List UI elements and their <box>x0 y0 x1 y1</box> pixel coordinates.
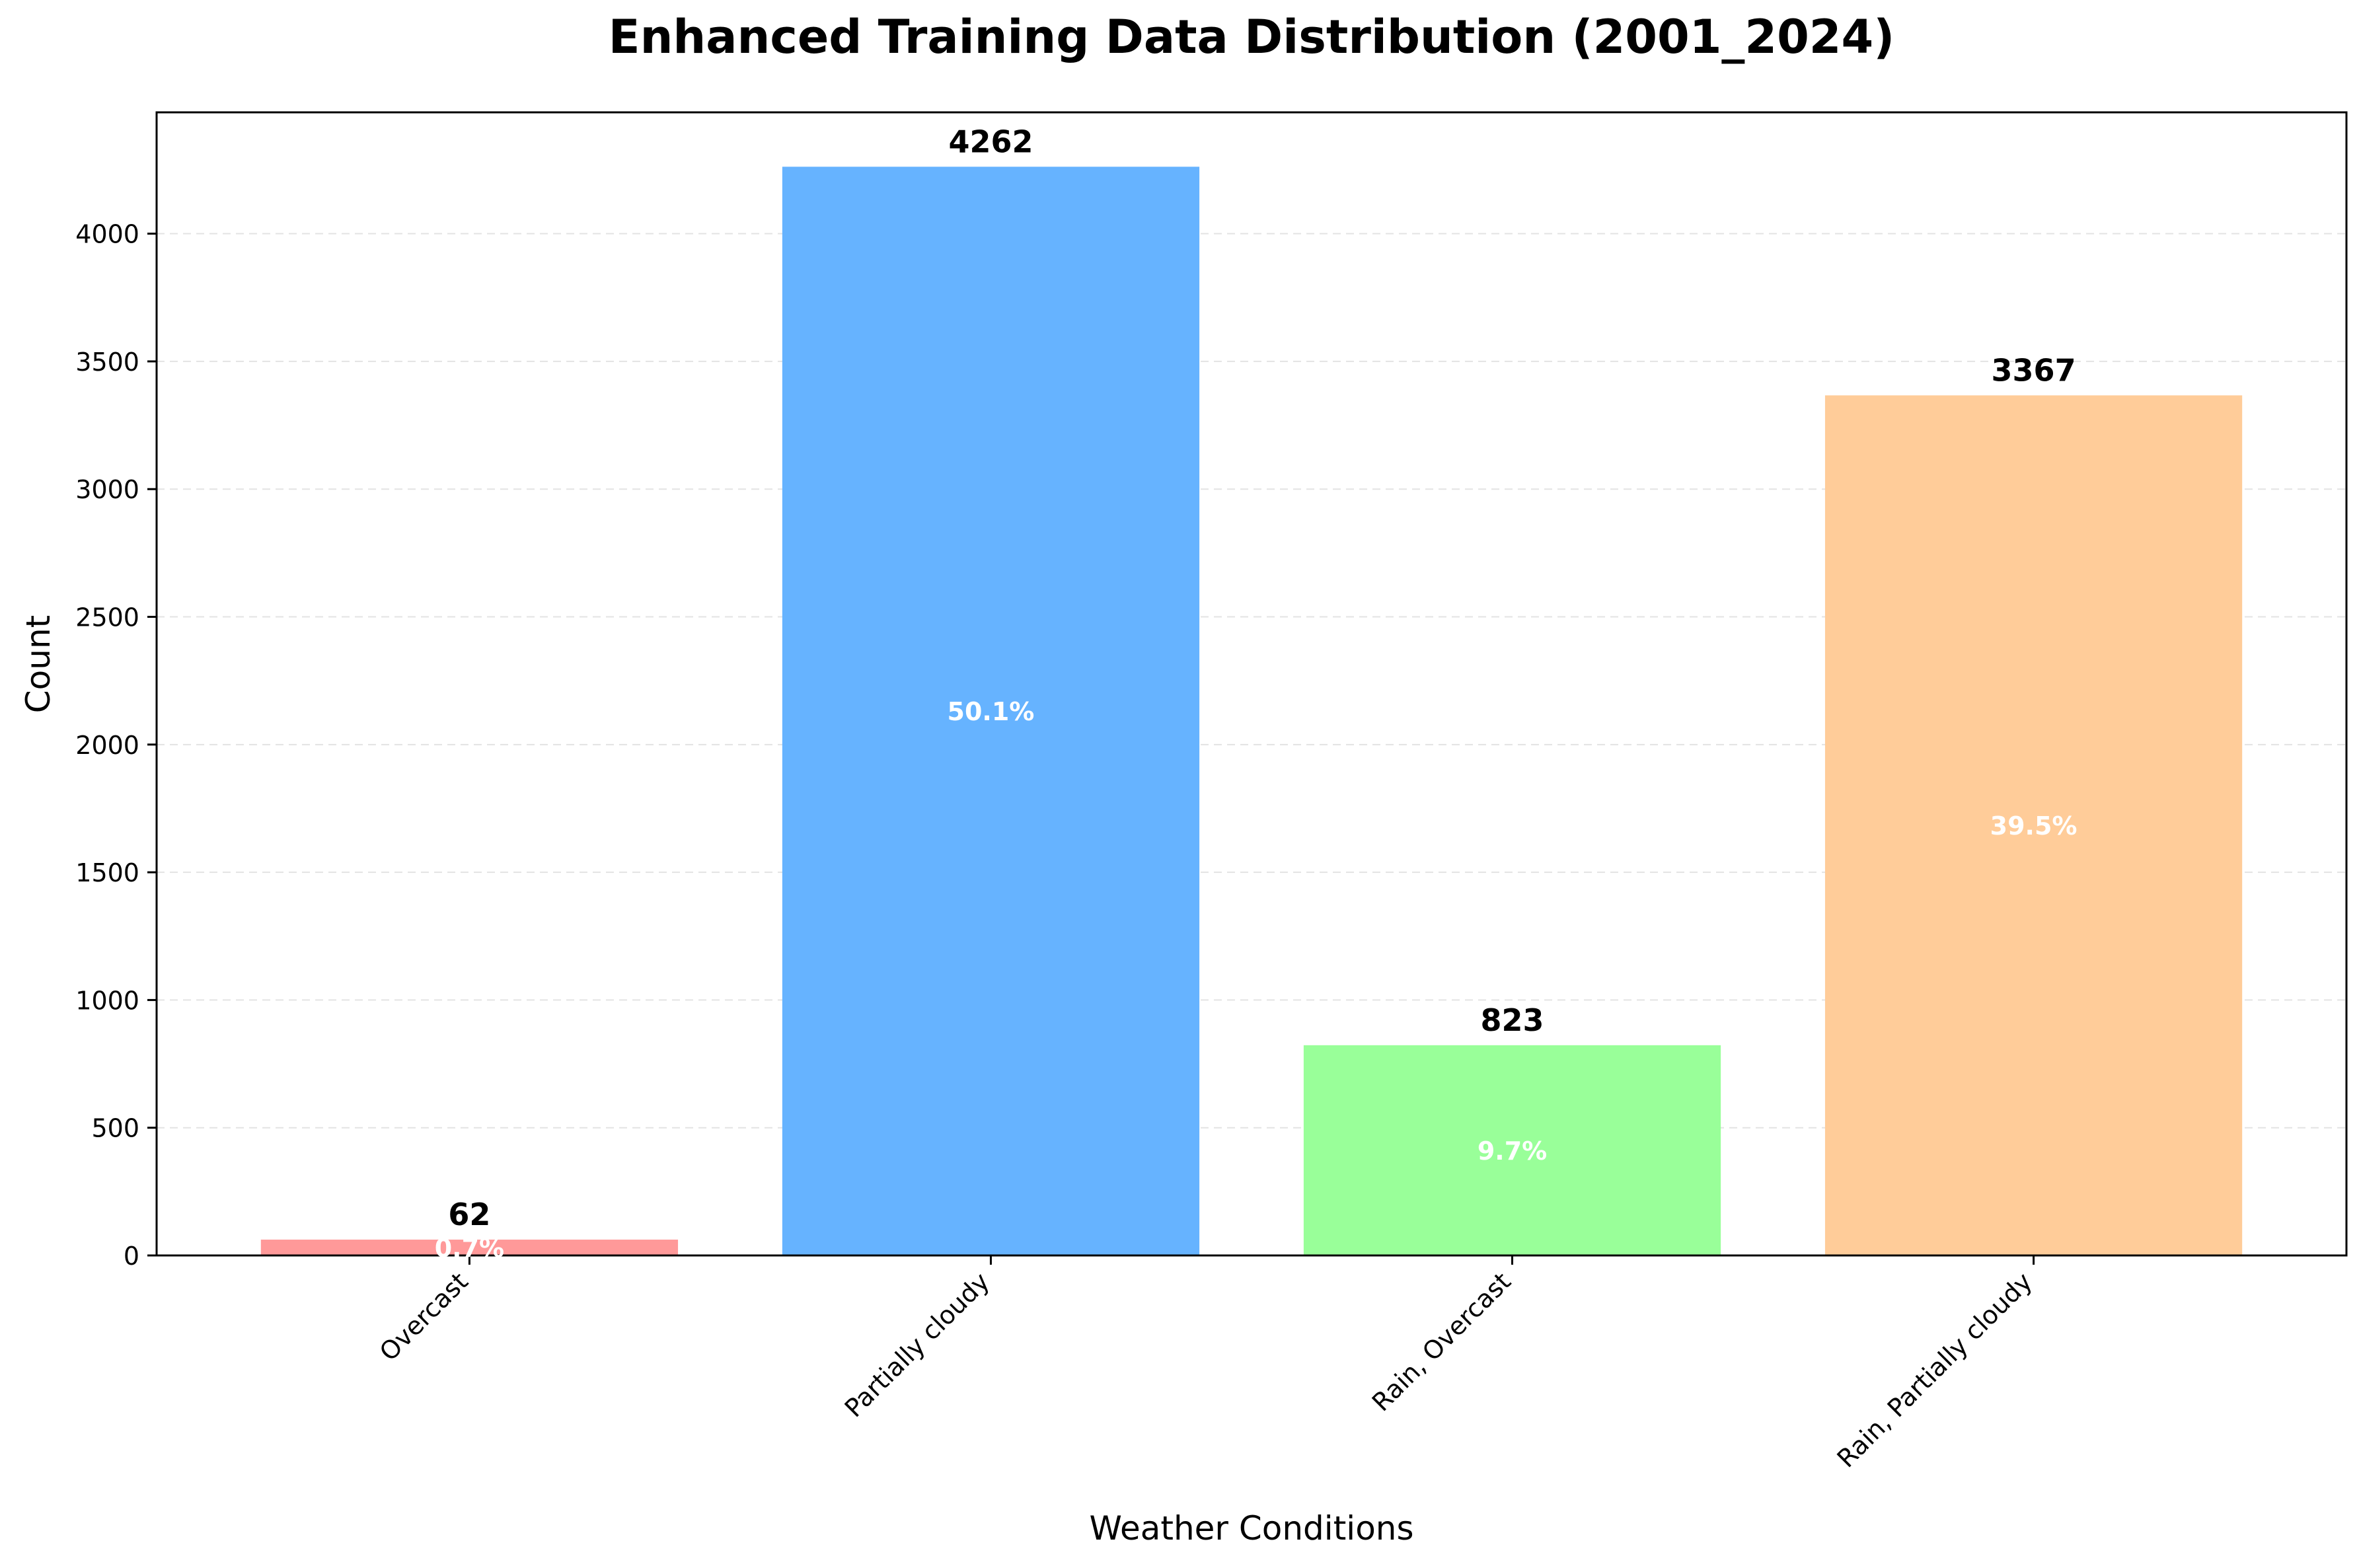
bar-value-label: 3367 <box>1992 352 2076 388</box>
bar <box>1824 395 2243 1255</box>
x-tick-label: Partially cloudy <box>839 1267 995 1423</box>
y-tick-label: 2000 <box>75 731 139 760</box>
bars <box>260 167 2243 1256</box>
y-tick-label: 1000 <box>75 986 139 1015</box>
y-tick-label: 4000 <box>75 220 139 249</box>
x-tick-label: Overcast <box>374 1267 474 1366</box>
bar <box>1303 1045 1721 1255</box>
chart-title: Enhanced Training Data Distribution (200… <box>609 10 1894 64</box>
data-labels: 620.7% 4262 50.1% 823 9.7% 3367 39.5% <box>435 124 2078 1263</box>
bar-percent-label: 0.7% <box>435 1234 504 1263</box>
y-tick-label: 500 <box>91 1114 139 1143</box>
x-axis: Overcast Partially cloudy Rain, Overcast Ra… <box>374 1255 2038 1474</box>
x-tick-label: Rain, Partially cloudy <box>1832 1267 2038 1473</box>
y-tick-label: 3500 <box>75 348 139 377</box>
y-tick-label: 2500 <box>75 603 139 632</box>
bar-percent-label: 39.5% <box>1990 811 2078 840</box>
bar-percent-label: 50.1% <box>948 697 1035 726</box>
y-axis-label: Count <box>19 615 57 714</box>
y-tick-label: 3000 <box>75 475 139 504</box>
bar <box>260 1240 679 1255</box>
plot-frame <box>155 111 2348 1257</box>
bar-value-label: 823 <box>1481 1002 1544 1038</box>
bar <box>782 167 1200 1256</box>
bar-value-label: 4262 <box>948 124 1033 159</box>
y-tick-label: 0 <box>124 1242 139 1271</box>
bar-value-label: 62 <box>448 1197 490 1232</box>
y-axis: 0 500 1000 1500 2000 2500 3000 3500 4000 <box>75 220 157 1271</box>
x-axis-label: Weather Conditions <box>1089 1509 1413 1548</box>
bar-percent-label: 9.7% <box>1478 1137 1547 1166</box>
y-tick-label: 1500 <box>75 858 139 887</box>
x-tick-label: Rain, Overcast <box>1367 1267 1516 1417</box>
